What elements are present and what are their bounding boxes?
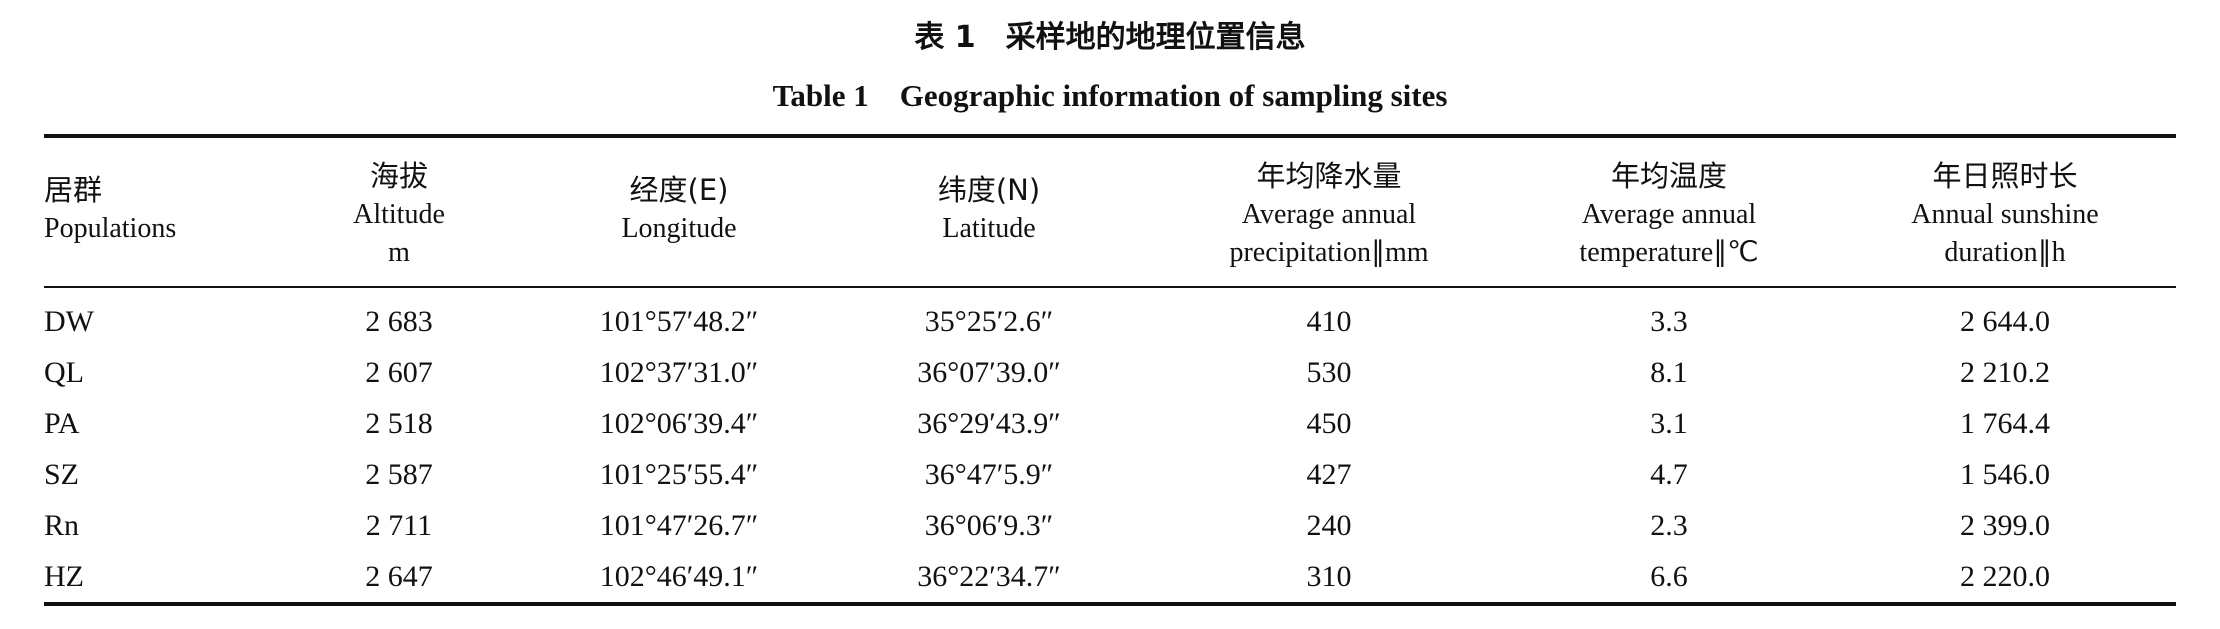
cell-temperature: 6.6 [1650, 559, 1688, 593]
header-precipitation-en: Average annual [1241, 199, 1417, 230]
cell-population: QL [44, 355, 84, 389]
cell-temperature: 8.1 [1650, 355, 1688, 389]
cell-precipitation: 310 [1306, 559, 1352, 593]
cell-altitude: 2 518 [365, 406, 433, 440]
header-precipitation-unit: precipitation∥mm [1229, 237, 1429, 268]
header-populations-en: Populations [44, 213, 177, 244]
cell-latitude: 36°07′39.0″ [917, 355, 1061, 389]
table-row: QL 2 607 102°37′31.0″ 36°07′39.0″ 530 8.… [44, 347, 2176, 398]
cell-longitude: 102°37′31.0″ [599, 355, 759, 389]
header-latitude-en: Latitude [942, 213, 1036, 244]
table-header: 居群 Populations 海拔 Altitude m 经度(E) Longi… [44, 136, 2176, 287]
cell-population: Rn [44, 508, 80, 542]
cell-temperature: 2.3 [1650, 508, 1688, 542]
cell-latitude: 36°22′34.7″ [917, 559, 1061, 593]
cell-population: PA [44, 406, 80, 440]
table-title-chinese: 表 1 采样地的地理位置信息 [914, 20, 1306, 55]
header-longitude: 经度(E) Longitude [534, 136, 824, 287]
header-precipitation-cn: 年均降水量 [1256, 159, 1402, 193]
table-row: SZ 2 587 101°25′55.4″ 36°47′5.9″ 427 4.7… [44, 449, 2176, 500]
table-row: HZ 2 647 102°46′49.1″ 36°22′34.7″ 310 6.… [44, 551, 2176, 604]
cell-precipitation: 410 [1306, 304, 1352, 338]
header-sunshine-en: Annual sunshine [1911, 199, 2099, 230]
header-precipitation: 年均降水量 Average annual precipitation∥mm [1154, 136, 1504, 287]
cell-longitude: 101°57′48.2″ [599, 304, 759, 338]
table-body: DW 2 683 101°57′48.2″ 35°25′2.6″ 410 3.3… [44, 287, 2176, 604]
cell-longitude: 102°06′39.4″ [599, 406, 759, 440]
cell-sunshine: 2 210.2 [1960, 355, 2050, 389]
header-temperature: 年均温度 Average annual temperature∥℃ [1504, 136, 1834, 287]
table-title-english: Table 1 Geographic information of sampli… [772, 78, 1448, 113]
cell-temperature: 4.7 [1650, 457, 1688, 491]
cell-latitude: 36°47′5.9″ [924, 457, 1054, 491]
cell-sunshine: 2 399.0 [1960, 508, 2050, 542]
header-latitude-cn: 纬度(N) [937, 173, 1041, 207]
table-row: PA 2 518 102°06′39.4″ 36°29′43.9″ 450 3.… [44, 398, 2176, 449]
cell-sunshine: 2 644.0 [1960, 304, 2050, 338]
header-sunshine-unit: duration∥h [1944, 237, 2066, 268]
cell-population: DW [44, 304, 94, 338]
header-altitude-unit: m [388, 237, 410, 268]
cell-latitude: 35°25′2.6″ [924, 304, 1054, 338]
header-latitude: 纬度(N) Latitude [824, 136, 1154, 287]
cell-sunshine: 1 764.4 [1960, 406, 2050, 440]
header-altitude-cn: 海拔 [369, 159, 428, 193]
cell-sunshine: 2 220.0 [1960, 559, 2050, 593]
cell-latitude: 36°29′43.9″ [917, 406, 1061, 440]
cell-altitude: 2 647 [365, 559, 433, 593]
cell-precipitation: 530 [1306, 355, 1352, 389]
header-row: 居群 Populations 海拔 Altitude m 经度(E) Longi… [44, 136, 2176, 287]
header-populations: 居群 Populations [44, 136, 264, 287]
cell-precipitation: 240 [1306, 508, 1352, 542]
cell-sunshine: 1 546.0 [1960, 457, 2050, 491]
header-temperature-unit: temperature∥℃ [1579, 237, 1759, 268]
table-container: 居群 Populations 海拔 Altitude m 经度(E) Longi… [44, 134, 2176, 606]
cell-latitude: 36°06′9.3″ [924, 508, 1054, 542]
cell-precipitation: 450 [1306, 406, 1352, 440]
cell-temperature: 3.1 [1650, 406, 1688, 440]
cell-altitude: 2 711 [365, 508, 433, 542]
header-altitude: 海拔 Altitude m [264, 136, 534, 287]
header-longitude-cn: 经度(E) [629, 173, 729, 207]
cell-temperature: 3.3 [1650, 304, 1688, 338]
cell-longitude: 101°25′55.4″ [599, 457, 759, 491]
cell-population: SZ [44, 457, 80, 491]
cell-longitude: 101°47′26.7″ [599, 508, 759, 542]
header-temperature-en: Average annual [1581, 199, 1757, 230]
cell-precipitation: 427 [1306, 457, 1352, 491]
cell-altitude: 2 607 [365, 355, 433, 389]
cell-altitude: 2 683 [365, 304, 433, 338]
cell-population: HZ [44, 559, 84, 593]
table-row: Rn 2 711 101°47′26.7″ 36°06′9.3″ 240 2.3… [44, 500, 2176, 551]
sampling-sites-table: 居群 Populations 海拔 Altitude m 经度(E) Longi… [44, 134, 2176, 606]
cell-altitude: 2 587 [365, 457, 433, 491]
header-altitude-en: Altitude [353, 199, 445, 230]
header-sunshine-cn: 年日照时长 [1932, 159, 2078, 193]
table-row: DW 2 683 101°57′48.2″ 35°25′2.6″ 410 3.3… [44, 287, 2176, 347]
header-longitude-en: Longitude [621, 213, 737, 244]
header-populations-cn: 居群 [44, 173, 103, 207]
header-sunshine: 年日照时长 Annual sunshine duration∥h [1834, 136, 2176, 287]
cell-longitude: 102°46′49.1″ [599, 559, 759, 593]
header-temperature-cn: 年均温度 [1610, 159, 1727, 193]
